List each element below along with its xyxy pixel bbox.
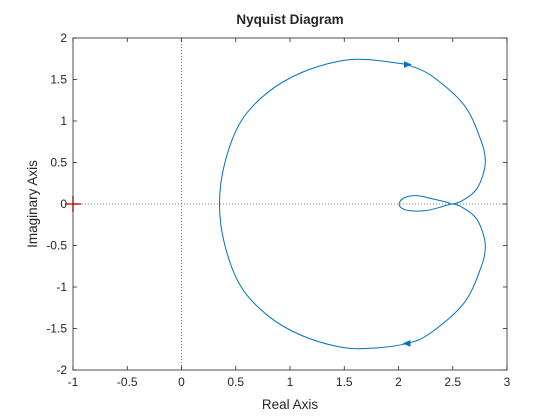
x-tick-label: 3 [504,375,511,389]
direction-arrows [402,61,412,347]
y-tick-label: 1 [60,114,67,128]
y-tick-label: -1 [56,280,67,294]
series-layer [218,58,486,350]
y-tick-label: 1.5 [50,73,67,87]
y-tick-label: 0.5 [50,156,67,170]
tick-layer: -1 -0.5 0 0.5 1 1.5 2 2.5 3 2 1.5 1 0.5 0 -0.5 -1 -1.5 -2 [46,31,510,389]
y-axis-label: Imaginary Axis [25,160,40,248]
x-tick-label: -1 [68,375,79,389]
direction-arrow-icon [403,61,412,68]
x-tick-label: 2.5 [444,375,461,389]
y-tick-label: -0.5 [46,239,67,253]
y-tick-label: -2 [56,363,67,377]
reference-lines [73,38,507,370]
x-tick-label: 1.5 [336,375,353,389]
y-tick-label: 0 [60,197,67,211]
direction-arrow-icon [402,340,411,347]
x-tick-label: 2 [395,375,402,389]
y-tick-label: -1.5 [46,322,67,336]
x-tick-label: 0.5 [227,375,244,389]
chart-title: Nyquist Diagram [236,12,343,27]
x-tick-label: -0.5 [117,375,138,389]
nyquist-curve [218,58,486,350]
x-axis-label: Real Axis [262,397,319,412]
x-tick-label: 0 [178,375,185,389]
y-tick-label: 2 [60,31,67,45]
x-tick-label: 1 [287,375,294,389]
